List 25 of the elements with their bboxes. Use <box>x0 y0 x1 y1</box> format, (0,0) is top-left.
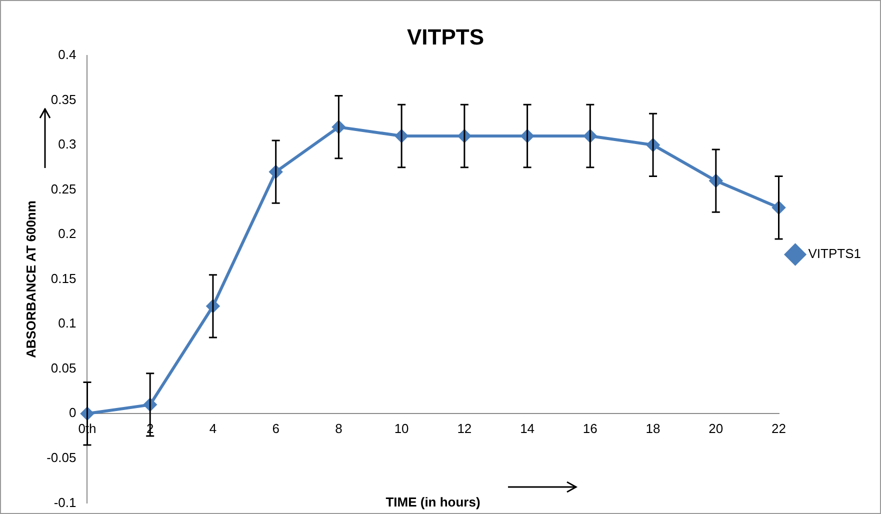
y-axis-title: ABSORBANCE AT 600nm <box>23 200 38 358</box>
x-tick-label: 10 <box>394 421 409 436</box>
y-tick-label: -0.05 <box>46 450 76 465</box>
y-tick-label: 0.25 <box>50 181 76 196</box>
x-tick-label: 6 <box>272 421 280 436</box>
x-tick-label: 18 <box>646 421 660 436</box>
y-tick-label: 0.1 <box>58 316 76 331</box>
x-tick-label: 4 <box>209 421 217 436</box>
y-tick-label: 0 <box>68 405 76 420</box>
x-tick-label: 20 <box>708 421 724 436</box>
y-tick-label: 0.35 <box>50 92 76 107</box>
x-tick-label: 14 <box>520 421 535 436</box>
y-tick-label: -0.1 <box>54 494 76 510</box>
x-tick-label: 12 <box>457 421 472 436</box>
x-axis-title: TIME (in hours) <box>386 494 480 510</box>
y-tick-label: 0.4 <box>58 46 76 62</box>
y-tick-label: 0.2 <box>58 226 76 242</box>
y-tick-label: 0.3 <box>58 136 76 152</box>
x-tick-label: 16 <box>582 421 598 436</box>
x-tick-label: 22 <box>772 421 786 436</box>
legend-label: VITPTS1 <box>808 246 862 262</box>
chart-title: VITPTS <box>406 24 484 50</box>
y-tick-label: 0.15 <box>50 270 76 286</box>
y-tick-label: 0.05 <box>50 360 76 376</box>
x-tick-label: 8 <box>335 421 342 436</box>
